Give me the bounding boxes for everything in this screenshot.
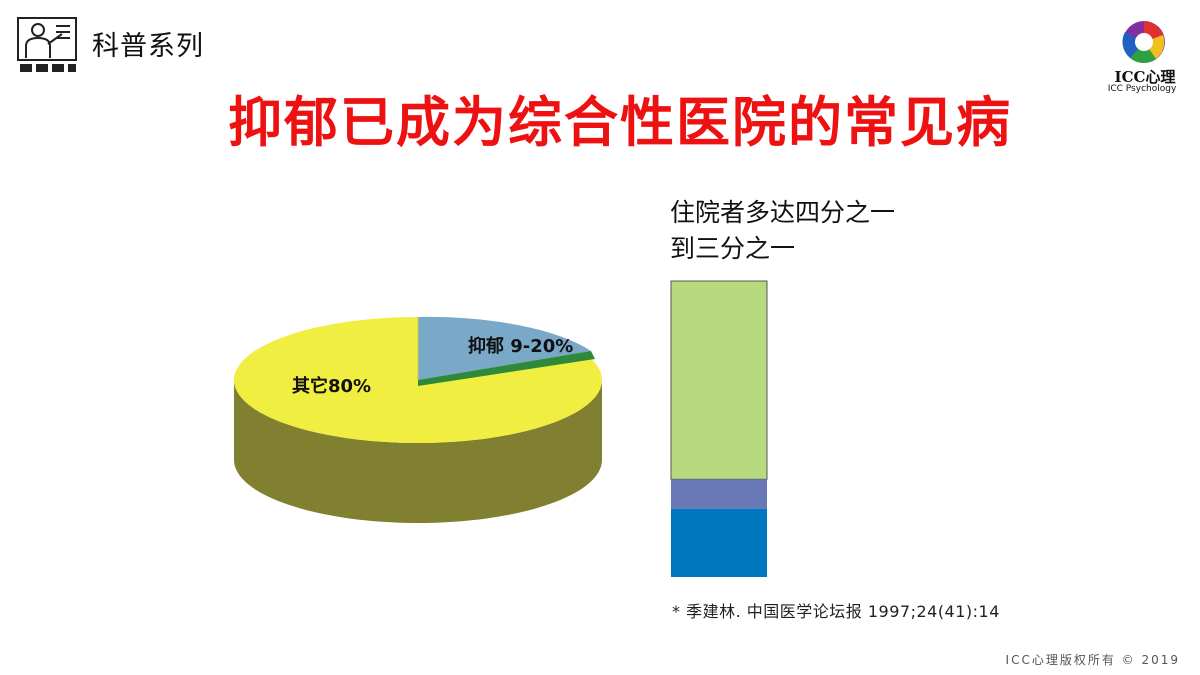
page-title: 抑郁已成为综合性医院的常见病 [228, 91, 1012, 154]
presenter-icon [12, 14, 82, 76]
bar-caption-line1: 住院者多达四分之一 [670, 198, 896, 227]
bar-segment-3 [671, 508, 767, 577]
bar-caption: 住院者多达四分之一 到三分之一 [670, 195, 895, 267]
pie-side-other [234, 380, 602, 523]
series-label: 科普系列 [92, 31, 204, 62]
logo-subtitle: ICC Psychology [1107, 84, 1177, 94]
pie-label-depression: 抑郁 9-20% [468, 335, 573, 357]
copyright-notice: ICC心理版权所有 © 2019 [1005, 653, 1180, 667]
stacked-bar-chart [670, 280, 768, 577]
icc-logo-icon [1122, 20, 1166, 64]
pie-slice-depression [418, 316, 591, 380]
pie-slice-depression-edge [418, 351, 595, 386]
reference-note: * 季建林. 中国医学论坛报 1997;24(41):14 [672, 602, 1000, 621]
logo-name: ICC心理 [1114, 68, 1176, 86]
pie-chart: 其它80% 抑郁 9-20% [234, 316, 602, 523]
bar-caption-line2: 到三分之一 [670, 234, 796, 263]
bar-segment-1 [670, 280, 768, 480]
pie-label-other: 其它80% [292, 375, 371, 397]
bar-segment-2 [671, 479, 767, 509]
